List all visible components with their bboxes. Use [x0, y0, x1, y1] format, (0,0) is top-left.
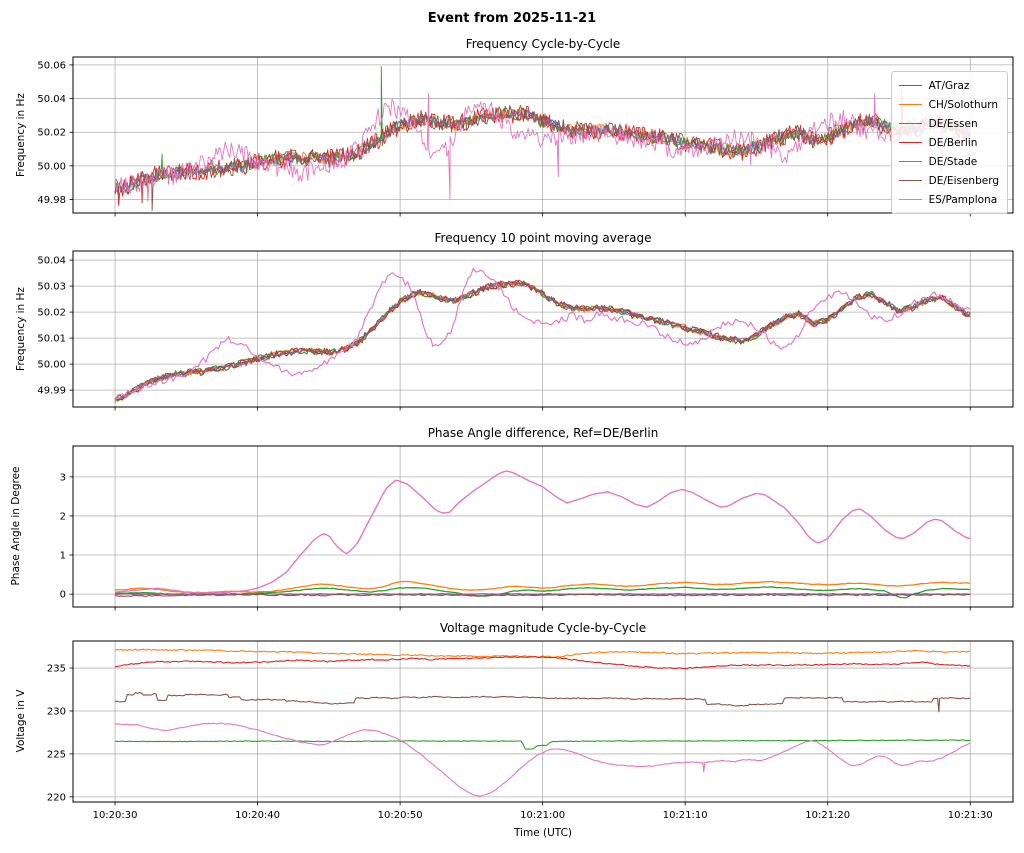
y-tick-label: 1 [60, 551, 66, 562]
y-tick-label: 0 [60, 590, 66, 601]
series-line-es-pamplona [114, 267, 971, 403]
x-tick-label: 10:21:10 [663, 810, 708, 821]
series-line-ch-solothurn [114, 648, 971, 658]
legend-label: DE/Essen [928, 117, 978, 130]
legend-swatch-de-eisenberg [898, 180, 922, 181]
legend-entry-de-berlin: DE/Berlin [898, 133, 999, 152]
y-ticks-1: 49.99 50.00 50.01 50.02 50.03 50.04 [37, 256, 73, 397]
gridlines-0 [73, 57, 1013, 213]
series-line-es-pamplona [114, 722, 971, 797]
legend-entry-de-stade: DE/Stade [898, 152, 999, 171]
x-tick-label: 10:21:00 [520, 810, 565, 821]
x-tick-label: 10:20:50 [378, 810, 423, 821]
y-tick-label: 49.98 [37, 195, 66, 206]
legend-entry-de-eisenberg: DE/Eisenberg [898, 171, 999, 190]
series-group-2 [114, 470, 971, 599]
y-tick-label: 50.02 [37, 128, 66, 139]
y-axis-label-frequency-1: Frequency in Hz [15, 93, 27, 177]
y-tick-label: 50.01 [37, 334, 66, 345]
y-tick-label: 49.99 [37, 386, 66, 397]
legend-swatch-de-essen [898, 123, 922, 124]
series-line-de-eisenberg [114, 691, 971, 713]
legend-entry-es-pamplona: ES/Pamplona [898, 190, 999, 209]
series-line-es-pamplona [114, 93, 971, 202]
series-line-ch-solothurn [114, 580, 971, 594]
x-tick-label: 10:20:40 [235, 810, 280, 821]
series-line-es-pamplona [114, 470, 971, 594]
subplot-title-phase-angle: Phase Angle difference, Ref=DE/Berlin [427, 426, 659, 440]
y-tick-label: 50.06 [37, 60, 66, 71]
legend-label: CH/Solothurn [928, 98, 999, 111]
legend-label: ES/Pamplona [928, 193, 998, 206]
y-tick-label: 230 [47, 706, 66, 717]
series-line-de-eisenberg [114, 593, 971, 598]
series-line-de-essen [114, 586, 971, 599]
subplot-title-moving-average: Frequency 10 point moving average [434, 231, 652, 245]
y-ticks-2: 0 1 2 3 [60, 472, 73, 601]
y-tick-label: 50.00 [37, 360, 66, 371]
figure-title: Event from 2025-11-21 [427, 11, 597, 26]
series-group-1 [114, 267, 971, 404]
legend-swatch-de-berlin [898, 142, 922, 143]
series-line-de-berlin [114, 656, 971, 670]
gridlines-1 [73, 251, 1013, 407]
legend-label: DE/Stade [928, 155, 978, 168]
series-line-de-essen [114, 280, 971, 402]
x-tick-label: 10:20:30 [93, 810, 138, 821]
x-ticks-2 [114, 607, 971, 611]
y-tick-label: 225 [47, 749, 66, 760]
series-group-0 [114, 66, 971, 211]
x-ticks-3: 10:20:30 10:20:40 10:20:50 10:21:00 10:21:10… [93, 802, 993, 821]
series-group-3 [114, 648, 971, 797]
x-ticks-0 [114, 213, 971, 217]
subplot-title-voltage: Voltage magnitude Cycle-by-Cycle [439, 621, 647, 635]
gridlines-3 [73, 641, 1013, 802]
y-tick-label: 50.00 [37, 161, 66, 172]
x-ticks-1 [114, 407, 971, 411]
y-axis-label-phase: Phase Angle in Degree [10, 466, 22, 586]
series-line-de-essen [114, 739, 971, 750]
y-tick-label: 220 [47, 792, 66, 803]
y-ticks-0: 49.98 50.00 50.02 50.04 50.06 [37, 60, 73, 206]
y-axis-label-frequency-2: Frequency in Hz [15, 287, 27, 371]
y-axis-label-voltage: Voltage in V [15, 689, 27, 753]
y-tick-label: 50.02 [37, 308, 66, 319]
series-line-de-eisenberg [114, 279, 971, 400]
legend-entry-de-essen: DE/Essen [898, 114, 999, 133]
legend-swatch-es-pamplona [898, 199, 922, 200]
y-tick-label: 235 [47, 664, 66, 675]
legend-swatch-ch-solothurn [898, 104, 922, 105]
y-ticks-3: 220 225 230 235 [47, 664, 73, 803]
legend-label: DE/Eisenberg [928, 174, 999, 187]
subplot-title-frequency-cycle: Frequency Cycle-by-Cycle [465, 37, 621, 51]
x-axis-label: Time (UTC) [513, 827, 573, 839]
legend-swatch-de-stade [898, 161, 922, 162]
gridlines-2 [73, 446, 1013, 607]
y-tick-label: 50.04 [37, 94, 66, 105]
legend-label: DE/Berlin [928, 136, 978, 149]
x-tick-label: 10:21:30 [948, 810, 993, 821]
legend-entry-at-graz: AT/Graz [898, 76, 999, 95]
y-tick-label: 50.04 [37, 256, 66, 267]
y-tick-label: 50.03 [37, 282, 66, 293]
y-tick-label: 3 [60, 472, 66, 483]
y-tick-label: 2 [60, 511, 66, 522]
legend: AT/Graz CH/Solothurn DE/Essen DE/Berlin DE/S… [890, 71, 1008, 214]
legend-entry-ch-solothurn: CH/Solothurn [898, 95, 999, 114]
legend-swatch-at-graz [898, 85, 922, 86]
x-tick-label: 10:21:20 [805, 810, 850, 821]
legend-label: AT/Graz [928, 79, 970, 92]
